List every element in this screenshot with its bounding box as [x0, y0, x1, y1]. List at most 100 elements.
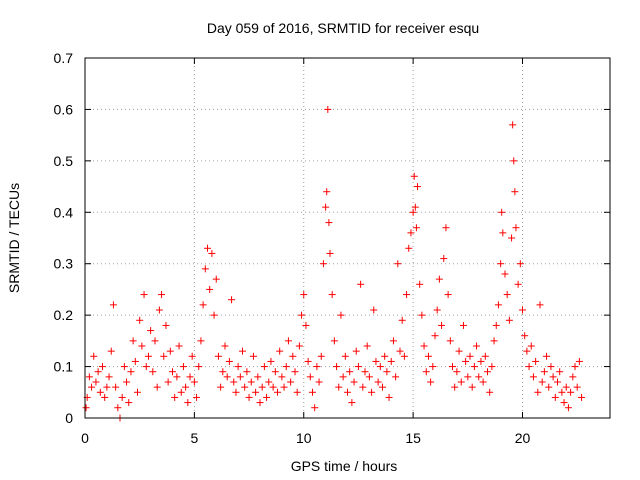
data-point — [291, 368, 299, 376]
data-point — [470, 363, 478, 371]
data-point — [151, 337, 159, 345]
data-point — [184, 399, 192, 407]
data-point — [418, 311, 426, 319]
data-point — [348, 399, 356, 407]
data-point — [153, 383, 161, 391]
data-point — [278, 373, 286, 381]
data-point — [304, 357, 312, 365]
data-point — [129, 337, 137, 345]
data-point — [453, 368, 461, 376]
data-point — [412, 224, 420, 232]
data-point — [123, 378, 131, 386]
data-point — [173, 373, 181, 381]
data-point — [357, 280, 365, 288]
plot-border — [84, 57, 611, 419]
data-point — [505, 316, 513, 324]
data-point — [387, 357, 395, 365]
data-point — [361, 368, 369, 376]
data-point — [164, 378, 172, 386]
data-point — [256, 399, 264, 407]
x-tick-label: 20 — [515, 430, 531, 446]
data-point — [325, 219, 333, 227]
data-point — [457, 378, 465, 386]
data-point — [354, 363, 362, 371]
data-point — [228, 296, 236, 304]
data-point — [258, 383, 266, 391]
data-point — [446, 337, 454, 345]
data-point — [219, 368, 227, 376]
y-tick-label: 0.3 — [54, 256, 74, 272]
data-point — [396, 347, 404, 355]
data-point — [221, 342, 229, 350]
y-axis-label: SRMTID / TECUs — [6, 183, 22, 293]
data-point — [475, 373, 483, 381]
data-point — [444, 291, 452, 299]
data-point — [298, 311, 306, 319]
data-point — [306, 373, 314, 381]
data-point — [427, 378, 435, 386]
data-point — [289, 352, 297, 360]
data-point — [166, 347, 174, 355]
data-point — [484, 368, 491, 376]
data-point — [249, 352, 257, 360]
data-point — [403, 291, 411, 299]
y-tick-label: 0.5 — [54, 153, 74, 169]
data-point — [409, 208, 417, 216]
data-point — [300, 291, 308, 299]
data-point — [147, 327, 155, 335]
data-point — [464, 373, 472, 381]
data-point — [534, 388, 542, 396]
data-point — [490, 337, 498, 345]
data-point — [405, 244, 413, 252]
y-tick-label: 0.6 — [54, 101, 74, 117]
data-point — [234, 363, 242, 371]
data-point — [407, 229, 415, 237]
data-point — [265, 378, 273, 386]
data-point — [551, 393, 559, 401]
data-point — [326, 249, 334, 257]
data-point — [335, 383, 343, 391]
data-point — [479, 378, 487, 386]
data-point — [199, 301, 207, 309]
data-point — [99, 363, 106, 371]
data-point — [422, 368, 430, 376]
chart-title: Day 059 of 2016, SRMTID for receiver esq… — [207, 20, 479, 36]
data-point — [473, 342, 481, 350]
data-point — [239, 347, 246, 355]
data-point — [217, 383, 225, 391]
data-point — [171, 393, 179, 401]
data-point — [379, 383, 386, 391]
data-point — [532, 357, 540, 365]
data-point — [101, 393, 109, 401]
data-point — [370, 306, 378, 314]
data-point — [431, 332, 439, 340]
data-point — [276, 347, 284, 355]
data-point — [494, 301, 502, 309]
data-point — [499, 229, 507, 237]
data-point — [125, 399, 133, 407]
data-point — [284, 337, 292, 345]
data-point — [389, 337, 397, 345]
data-point — [197, 337, 205, 345]
data-point — [195, 363, 203, 371]
data-point — [556, 368, 564, 376]
data-point — [376, 363, 384, 371]
data-point — [333, 363, 341, 371]
data-point — [368, 388, 376, 396]
data-point — [549, 373, 557, 381]
data-point — [112, 383, 120, 391]
data-point — [136, 316, 144, 324]
data-point — [455, 347, 463, 355]
data-point — [313, 363, 321, 371]
data-point — [324, 105, 332, 113]
data-point — [142, 363, 150, 371]
data-point — [260, 363, 268, 371]
data-point — [223, 373, 231, 381]
data-point — [201, 265, 209, 273]
data-point — [497, 260, 505, 268]
data-point — [372, 357, 380, 365]
data-point — [236, 373, 244, 381]
data-point — [449, 363, 456, 371]
data-point — [529, 373, 537, 381]
